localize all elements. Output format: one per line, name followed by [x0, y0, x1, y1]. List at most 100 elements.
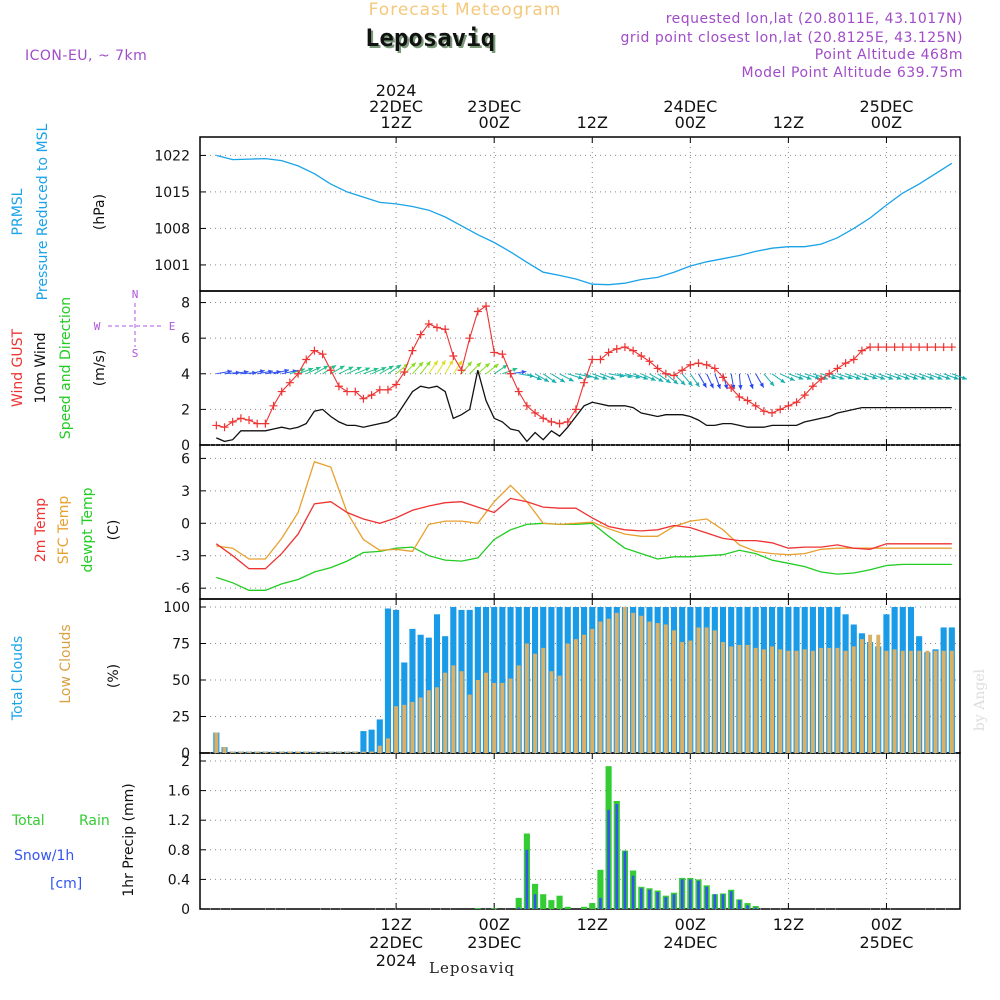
- gust-point: [637, 351, 646, 360]
- low-cloud-bar: [582, 634, 587, 753]
- low-cloud-bar: [492, 682, 497, 753]
- wind-arrow-head: [284, 368, 290, 374]
- snow-bar: [688, 879, 692, 909]
- low-cloud-bar: [304, 751, 309, 753]
- y-tick-label: 0.8: [168, 843, 190, 859]
- gust-point: [571, 405, 580, 414]
- requested-coords: requested lon,lat (20.8011E, 43.1017N): [666, 11, 963, 27]
- low-cloud-bar: [810, 650, 815, 753]
- top-tick-label: 12Z: [380, 113, 411, 132]
- y-tick-label: 1001: [154, 258, 190, 274]
- snow-bar: [754, 907, 758, 909]
- prmsl-label: PRMSL: [10, 188, 26, 235]
- top-tick-label: 23DEC: [467, 97, 521, 116]
- ms-unit-label: (m/s): [92, 350, 108, 387]
- pressure-side-labels: PRMSL Pressure Reduced to MSL (hPa): [10, 123, 108, 300]
- wind-arrow-head: [259, 369, 265, 374]
- wind-arrow-head: [559, 378, 565, 383]
- snow-bar: [664, 897, 668, 909]
- snow-bar: [631, 875, 635, 909]
- low-cloud-bar: [712, 630, 717, 753]
- compass-w: W: [94, 320, 101, 333]
- wind-arrow-head: [929, 375, 935, 380]
- y-tick-label: 0: [181, 516, 190, 532]
- gust-point: [326, 366, 335, 375]
- low-cloud-bar: [614, 612, 619, 753]
- low-cloud-bar: [606, 618, 611, 753]
- snow-bar: [517, 907, 521, 909]
- low-cloud-bar: [753, 647, 758, 753]
- low-cloud-bar: [696, 627, 701, 753]
- low-cloud-bar: [328, 751, 333, 753]
- low-cloud-bar: [238, 751, 243, 753]
- low-cloud-bar: [688, 640, 693, 753]
- total-cloud-bar: [433, 614, 441, 753]
- low-cloud-bar: [255, 751, 260, 753]
- temp-side-labels: 2m Temp SFC Temp dewpt Temp (C): [33, 487, 122, 572]
- app-title: Forecast Meteogram: [369, 0, 562, 20]
- wind-arrow-head: [331, 365, 337, 370]
- gust-point: [547, 417, 556, 426]
- low-cloud-bar: [263, 751, 268, 753]
- y-tick-label: 2: [181, 754, 190, 770]
- gust-point: [367, 391, 376, 400]
- wind-arrow-head: [643, 375, 649, 380]
- low-cloud-bar: [721, 642, 725, 753]
- total-clouds-label: Total Clouds: [10, 636, 26, 721]
- snow-bar: [648, 889, 651, 909]
- low-cloud-bar: [909, 650, 913, 753]
- gust-point: [604, 348, 613, 357]
- model-label: ICON-EU, ~ 7km: [25, 48, 147, 64]
- top-tick-label: 00Z: [871, 113, 902, 132]
- low-cloud-bar: [655, 623, 660, 753]
- precip-panel: [199, 752, 961, 910]
- gust-point: [645, 357, 654, 366]
- gust-point: [825, 369, 834, 378]
- gust-point: [334, 382, 343, 391]
- low-cloud-bar: [394, 706, 399, 753]
- y-tick-label: 0: [181, 438, 190, 454]
- low-cloud-bar: [557, 675, 562, 753]
- low-cloud-bar: [296, 751, 301, 753]
- gust-point: [253, 419, 262, 428]
- wind-arrow-head: [863, 376, 869, 381]
- wind-arrow-head: [650, 376, 656, 381]
- temp-panel: [199, 444, 961, 600]
- low-cloud-bar: [451, 665, 456, 753]
- wind-arrow-head: [396, 364, 402, 370]
- low-cloud-bar: [385, 738, 390, 753]
- y-tick-labels: 100110081015102202468-6-3036025507510000…: [154, 148, 190, 918]
- low-cloud-bar: [745, 644, 750, 753]
- wind-arrow-head: [308, 367, 314, 372]
- hpa-unit-label: (hPa): [92, 194, 108, 230]
- gust-point: [743, 396, 752, 405]
- y-tick-label: 1022: [154, 148, 190, 164]
- gust-point: [620, 343, 629, 352]
- gust-point: [236, 414, 245, 423]
- low-cloud-bar: [761, 649, 766, 753]
- gust-point: [457, 366, 466, 375]
- y-tick-label: 50: [172, 673, 190, 689]
- wind-arrow-head: [339, 365, 345, 370]
- snow-bar: [672, 894, 676, 909]
- wind-arrow-head: [709, 383, 714, 389]
- low-cloud-bar: [287, 751, 292, 753]
- low-cloud-bar: [892, 649, 897, 753]
- gust-point: [588, 355, 597, 364]
- wind-arrow-head: [635, 374, 641, 379]
- wind-arrow-head: [716, 383, 721, 389]
- gust-point: [890, 343, 899, 352]
- gust-point: [514, 387, 523, 396]
- wind-arrow-head: [433, 360, 438, 366]
- wind-arrow-head: [896, 375, 902, 380]
- wind-arrow-head: [594, 375, 600, 380]
- wind-arrow-head: [904, 375, 910, 380]
- gust-point: [310, 346, 319, 355]
- top-tick-label: 24DEC: [663, 97, 717, 116]
- low-cloud-bar: [377, 745, 382, 753]
- low-cloud-bar: [573, 639, 578, 753]
- low-cloud-bar: [851, 646, 856, 753]
- wind-arrow-head: [806, 375, 812, 380]
- low-cloud-bar: [704, 627, 709, 753]
